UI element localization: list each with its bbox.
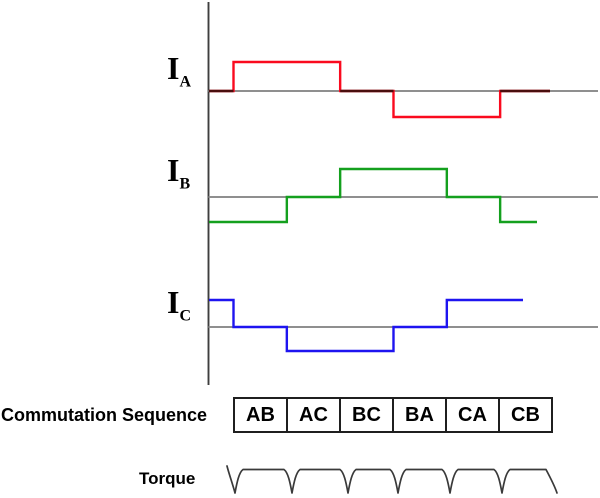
- phase-ib-polyline: [209, 167, 537, 224]
- phase-b-current-trace: [209, 167, 537, 224]
- commutation-cell-cb: CB: [511, 403, 540, 426]
- phase-c-subscript: C: [179, 307, 192, 325]
- phase-a-label: IA: [167, 50, 191, 90]
- commutation-sequence-label: Commutation Sequence: [1, 405, 208, 425]
- phase-a-symbol: I: [167, 50, 180, 86]
- commutation-cell-ba: BA: [394, 399, 447, 431]
- commutation-cell-bc: BC: [341, 399, 394, 431]
- torque-label: Torque: [139, 469, 196, 488]
- commutation-cell-ab: AB: [235, 399, 288, 431]
- phase-b-label: IB: [167, 152, 190, 192]
- phase-ia-polyline: [209, 60, 550, 119]
- commutation-cell-ca: CA: [447, 399, 500, 431]
- zero-baselines: [208, 90, 598, 328]
- phase-c-label: IC: [167, 284, 191, 324]
- phase-c-current-trace: [209, 298, 523, 353]
- phase-ic-polyline: [209, 298, 523, 353]
- commutation-table: AB AC BC BA CA CB: [233, 397, 553, 433]
- torque-ripple-curve: [226, 465, 558, 494]
- phase-a-current-trace: [209, 60, 550, 119]
- phase-b-symbol: I: [167, 152, 180, 188]
- phase-b-subscript: B: [179, 175, 191, 193]
- phase-c-symbol: I: [167, 284, 180, 320]
- commutation-cell-ac: AC: [288, 399, 341, 431]
- phase-a-subscript: A: [179, 73, 192, 91]
